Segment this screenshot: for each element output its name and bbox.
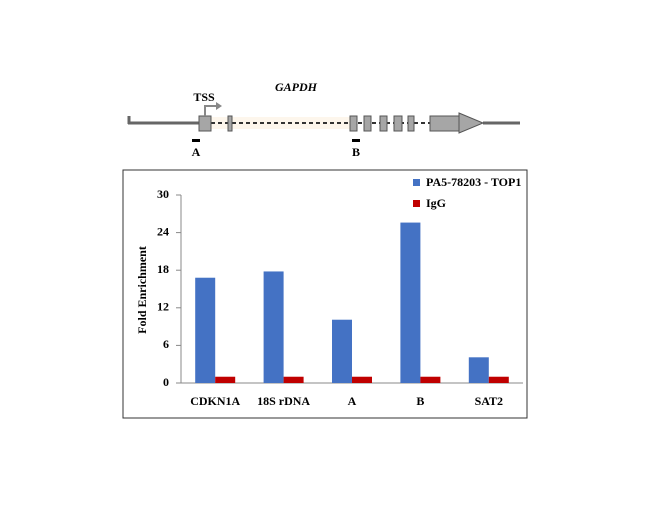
legend-label: PA5-78203 - TOP1 <box>426 175 521 189</box>
bar <box>420 376 441 383</box>
x-tick-label: B <box>416 394 424 408</box>
bar <box>352 376 372 383</box>
gene-label: GAPDH <box>275 80 318 94</box>
region-label: A <box>192 145 201 159</box>
exon <box>198 115 212 132</box>
exon <box>363 115 372 132</box>
bar <box>332 319 352 383</box>
x-tick-label: 18S rDNA <box>257 394 310 408</box>
x-tick-label: CDKN1A <box>190 394 240 408</box>
intron-shade <box>211 117 350 129</box>
y-tick-label: 12 <box>157 300 169 314</box>
tss-arrowhead <box>216 102 222 110</box>
exon <box>227 115 233 132</box>
gene-diagram: TSS GAPDH A B <box>127 80 520 159</box>
chart-frame <box>122 169 528 419</box>
legend-swatch <box>413 200 420 207</box>
bar <box>400 222 421 383</box>
amplicon <box>192 139 200 142</box>
y-tick-label: 0 <box>163 375 169 389</box>
y-tick-label: 18 <box>157 262 169 276</box>
amplicon <box>352 139 360 142</box>
exon <box>393 115 403 132</box>
tss-arrow <box>204 105 216 116</box>
bar <box>488 376 509 383</box>
x-tick-label: A <box>348 394 357 408</box>
bar <box>263 271 284 383</box>
gene-arrow <box>458 112 485 134</box>
exon <box>429 115 460 132</box>
exon <box>407 115 415 132</box>
y-axis-label: Fold Enrichment <box>135 246 149 334</box>
y-tick-label: 24 <box>157 224 169 238</box>
legend-swatch <box>413 179 420 186</box>
region-label: B <box>352 145 360 159</box>
y-tick-label: 30 <box>157 187 169 201</box>
bar <box>283 376 304 383</box>
bar <box>195 277 216 383</box>
exon <box>379 115 388 132</box>
tss-label: TSS <box>193 90 215 104</box>
bar <box>215 376 236 383</box>
y-tick-label: 6 <box>163 337 169 351</box>
bar <box>468 357 489 383</box>
legend-label: IgG <box>426 196 446 210</box>
exon <box>349 115 358 132</box>
x-tick-label: SAT2 <box>475 394 503 408</box>
